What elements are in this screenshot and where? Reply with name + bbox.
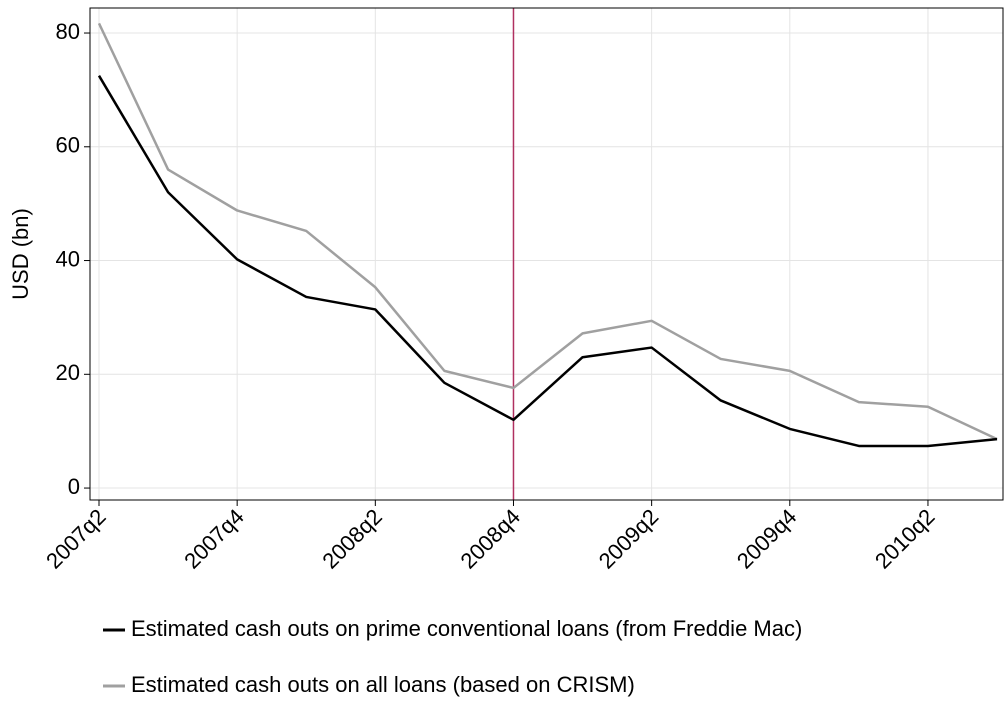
legend-label: Estimated cash outs on all loans (based … [131,672,635,697]
x-tick-label: 2009q2 [594,504,664,574]
x-tick-label: 2010q2 [870,504,940,574]
y-tick-label: 20 [56,360,80,385]
y-tick-label: 80 [56,19,80,44]
plot-frame [89,7,1004,501]
y-tick-label: 40 [56,246,80,271]
data-line [97,22,998,441]
y-axis-label: USD (bn) [8,208,33,300]
x-tick-label: 2009q4 [732,504,802,574]
x-tick-label: 2007q4 [179,504,249,574]
x-tick-label: 2008q2 [317,504,387,574]
y-tick-label: 0 [68,474,80,499]
x-tick-label: 2007q2 [41,504,111,574]
data-line [97,75,998,448]
legend-label: Estimated cash outs on prime conventiona… [131,616,802,641]
x-tick-label: 2008q4 [456,504,526,574]
y-tick-label: 60 [56,133,80,158]
